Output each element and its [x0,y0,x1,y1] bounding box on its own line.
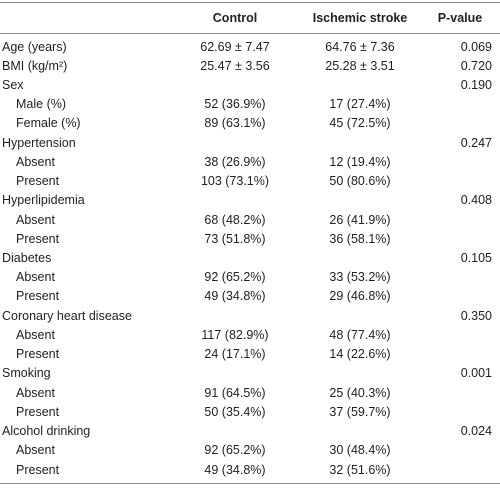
p-value-cell: 0.247 [460,135,492,150]
row-label: Hypertension [2,135,76,150]
stroke-cell: 14 (22.6%) [329,347,391,362]
p-value-cell: 0.069 [460,39,492,54]
row-label: Sex [2,77,24,92]
stroke-cell: 64.76 ± 7.36 [325,39,395,54]
stroke-cell: 30 (48.4%) [329,443,391,458]
p-value-cell: 0.001 [460,366,492,381]
control-cell: 49 (34.8%) [204,462,266,477]
p-value-cell: 0.024 [460,424,492,439]
row-label: BMI (kg/m²) [2,58,68,73]
sub-label: Present [16,404,60,419]
control-cell: 68 (48.2%) [204,212,266,227]
row-label: Diabetes [2,251,52,266]
sub-label: Female (%) [16,116,81,131]
bottom-rule [0,483,500,484]
header-rule [0,33,500,34]
stroke-cell: 33 (53.2%) [329,270,391,285]
stroke-cell: 12 (19.4%) [329,154,391,169]
sub-label: Male (%) [16,97,67,112]
control-cell: 89 (63.1%) [204,116,266,131]
row-label: Smoking [2,366,51,381]
p-value-cell: 0.190 [460,77,492,92]
p-value-cell: 0.350 [460,308,492,323]
sub-label: Present [16,462,60,477]
row-label: Coronary heart disease [2,308,132,323]
sub-label: Present [16,174,60,189]
sub-label: Absent [16,154,55,169]
header-cell: Control [212,11,258,25]
stroke-cell: 29 (46.8%) [329,289,391,304]
top-rule [0,2,500,3]
stroke-cell: 17 (27.4%) [329,97,391,112]
stroke-cell: 32 (51.6%) [329,462,391,477]
control-cell: 49 (34.8%) [204,289,266,304]
stroke-cell: 37 (59.7%) [329,404,391,419]
sub-label: Absent [16,327,55,342]
sub-label: Present [16,231,60,246]
sub-label: Absent [16,385,55,400]
control-cell: 62.69 ± 7.47 [200,39,270,54]
sub-label: Absent [16,270,55,285]
stroke-cell: 36 (58.1%) [329,231,391,246]
control-cell: 50 (35.4%) [204,404,266,419]
control-cell: 24 (17.1%) [204,347,266,362]
control-cell: 73 (51.8%) [204,231,266,246]
control-cell: 103 (73.1%) [200,174,270,189]
control-cell: 92 (65.2%) [204,270,266,285]
control-cell: 92 (65.2%) [204,443,266,458]
row-label: Alcohol drinking [2,424,91,439]
stroke-cell: 25.28 ± 3.51 [325,58,395,73]
p-value-cell: 0.105 [460,251,492,266]
control-cell: 38 (26.9%) [204,154,266,169]
stroke-cell: 25 (40.3%) [329,385,391,400]
control-cell: 25.47 ± 3.56 [200,58,270,73]
stroke-cell: 45 (72.5%) [329,116,391,131]
stroke-cell: 50 (80.6%) [329,174,391,189]
row-label: Hyperlipidemia [2,193,85,208]
stroke-cell: 48 (77.4%) [329,327,391,342]
header-cell: Ischemic stroke [312,11,408,25]
sub-label: Absent [16,212,55,227]
row-label: Age (years) [2,39,67,54]
sub-label: Present [16,347,60,362]
control-cell: 91 (64.5%) [204,385,266,400]
p-value-cell: 0.408 [460,193,492,208]
stroke-cell: 26 (41.9%) [329,212,391,227]
sub-label: Absent [16,443,55,458]
sub-label: Present [16,289,60,304]
p-value-cell: 0.720 [460,58,492,73]
control-cell: 117 (82.9%) [201,327,269,342]
header-cell: P-value [437,11,483,25]
control-cell: 52 (36.9%) [204,97,266,112]
